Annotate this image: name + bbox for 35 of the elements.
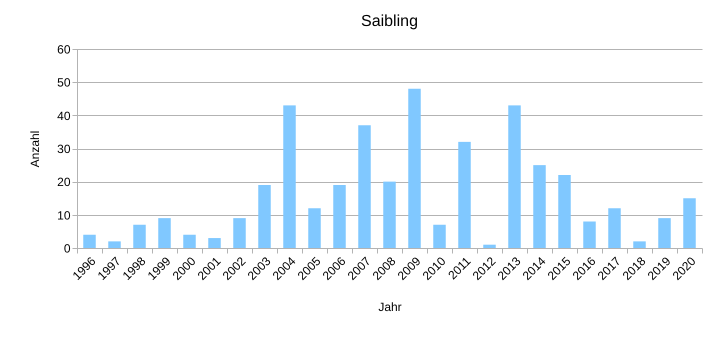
bar xyxy=(533,165,546,248)
y-tick-label: 60 xyxy=(57,42,71,56)
bar xyxy=(583,221,596,248)
bar xyxy=(633,241,646,248)
bar xyxy=(683,198,696,248)
bar xyxy=(508,105,521,248)
bar xyxy=(283,105,296,248)
bar xyxy=(258,184,271,248)
y-tick-label: 20 xyxy=(57,175,71,190)
bar xyxy=(183,234,196,248)
chart-title: Saibling xyxy=(361,13,418,30)
y-tick-label: 30 xyxy=(57,142,71,156)
y-tick-label: 10 xyxy=(57,208,71,222)
bar xyxy=(83,234,96,248)
bar xyxy=(208,238,221,248)
bar xyxy=(133,224,146,248)
bar xyxy=(458,142,471,248)
bar xyxy=(408,88,421,248)
bar xyxy=(308,208,321,248)
bar xyxy=(483,244,496,248)
y-axis-title: Anzahl xyxy=(28,130,42,168)
y-tick-label: 0 xyxy=(64,242,71,256)
x-axis-title: Jahr xyxy=(378,300,402,314)
bar xyxy=(558,175,571,248)
bar xyxy=(158,218,171,248)
bar xyxy=(358,125,371,248)
y-tick-label: 40 xyxy=(57,108,71,123)
bar xyxy=(108,241,121,248)
bar xyxy=(383,182,396,248)
bar xyxy=(433,224,446,248)
y-tick-label: 50 xyxy=(57,76,71,90)
bar xyxy=(233,218,246,248)
bar xyxy=(608,208,621,248)
bar xyxy=(658,218,671,248)
bar xyxy=(333,184,346,248)
